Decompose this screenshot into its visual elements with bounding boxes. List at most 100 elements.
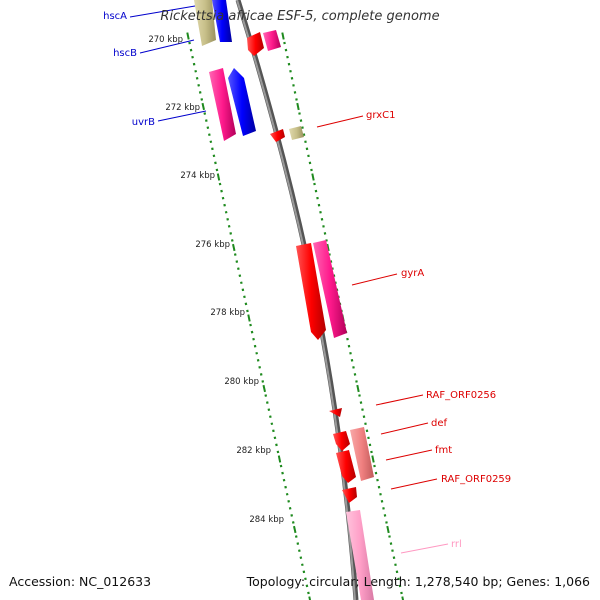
major-tick xyxy=(401,596,405,600)
gene-label-grxC1: grxC1 xyxy=(366,110,395,121)
minor-tick xyxy=(261,380,265,383)
kbp-label: 270 kbp xyxy=(148,35,183,45)
gene-gyrA-arrow[interactable] xyxy=(296,240,347,340)
minor-tick xyxy=(227,225,231,228)
gene-RAF_ORF0259-arrow[interactable] xyxy=(342,487,357,503)
minor-tick xyxy=(291,521,295,524)
minor-tick xyxy=(226,217,229,221)
minor-tick xyxy=(221,196,225,200)
major-tick xyxy=(386,525,390,534)
minor-tick xyxy=(233,253,237,256)
minor-tick xyxy=(304,577,307,581)
major-tick xyxy=(201,102,205,111)
gene-uvrB-arrow[interactable] xyxy=(209,68,256,141)
gene-label-fmt: fmt xyxy=(435,445,452,456)
topology-text: Topology: circular; Length: 1,278,540 bp… xyxy=(246,574,590,589)
minor-tick xyxy=(294,535,298,538)
kbp-label: 278 kbp xyxy=(210,308,245,318)
left-gene-labels: hscA hscB uvrB xyxy=(103,11,155,128)
minor-tick xyxy=(195,76,199,80)
inner-tick-track xyxy=(186,32,312,600)
major-tick xyxy=(247,314,251,322)
gene-label-gyrA: gyrA xyxy=(401,268,424,279)
minor-tick xyxy=(252,337,255,341)
gene-fmt-arrow[interactable] xyxy=(336,427,374,483)
minor-tick xyxy=(243,295,246,299)
major-tick xyxy=(311,173,315,181)
gene-label-uvrB: uvrB xyxy=(132,117,155,128)
kbp-label: 274 kbp xyxy=(180,171,215,181)
map-title: Rickettsia africae ESF-5, complete genom… xyxy=(160,9,440,24)
minor-tick xyxy=(209,140,213,144)
minor-tick xyxy=(287,499,290,503)
major-tick xyxy=(326,243,330,252)
gene-label-hscB: hscB xyxy=(113,48,137,59)
kbp-label: 280 kbp xyxy=(224,377,259,387)
gene-def-arrow[interactable] xyxy=(333,431,350,451)
kbp-label: 284 kbp xyxy=(249,515,284,525)
minor-tick xyxy=(208,133,211,137)
minor-tick xyxy=(212,154,216,158)
minor-tick xyxy=(301,563,304,567)
minor-tick xyxy=(264,394,268,397)
minor-tick xyxy=(188,41,191,45)
minor-tick xyxy=(282,478,286,482)
major-tick xyxy=(296,102,300,111)
minor-tick xyxy=(249,323,252,327)
minor-tick xyxy=(256,358,260,362)
minor-tick xyxy=(270,422,274,426)
gene-hscA-block[interactable] xyxy=(194,0,232,46)
minor-tick xyxy=(203,112,207,115)
minor-tick xyxy=(240,281,243,285)
minor-tick xyxy=(273,436,277,440)
right-gene-labels: grxC1 gyrA RAF_ORF0256 def fmt RAF_ORF02… xyxy=(366,110,511,550)
gene-RAF_ORF0256-arrow[interactable] xyxy=(329,408,342,417)
minor-tick xyxy=(267,408,271,411)
minor-tick xyxy=(224,210,228,214)
minor-tick xyxy=(189,48,193,52)
major-tick xyxy=(262,384,266,393)
gene-label-def: def xyxy=(431,418,448,429)
minor-tick xyxy=(299,556,303,560)
minor-tick xyxy=(246,309,249,313)
gene-grxC1-arrow[interactable] xyxy=(270,126,304,142)
minor-tick xyxy=(305,584,309,588)
gene-hscB-arrow[interactable] xyxy=(247,30,281,56)
minor-tick xyxy=(237,267,240,270)
minor-tick xyxy=(285,492,289,496)
minor-tick xyxy=(269,415,272,419)
minor-tick xyxy=(288,507,292,510)
minor-tick xyxy=(220,189,223,193)
minor-tick xyxy=(279,464,283,468)
gene-label-RAF_ORF0256: RAF_ORF0256 xyxy=(426,390,496,401)
minor-tick xyxy=(250,330,254,334)
minor-tick xyxy=(218,182,222,186)
major-tick xyxy=(186,32,190,40)
minor-tick xyxy=(200,98,204,101)
kbp-label: 282 kbp xyxy=(236,446,271,456)
gene-rrl-arrow[interactable] xyxy=(346,510,374,600)
major-tick xyxy=(293,525,297,534)
gene-label-rrl: rrl xyxy=(451,539,462,550)
minor-tick xyxy=(258,366,261,369)
minor-tick xyxy=(206,126,210,129)
minor-tick xyxy=(214,161,217,165)
minor-tick xyxy=(191,55,194,59)
major-tick xyxy=(308,596,312,600)
accession-text: Accession: NC_012633 xyxy=(9,574,152,589)
minor-tick xyxy=(244,302,248,306)
minor-tick xyxy=(194,69,197,73)
minor-tick xyxy=(255,351,258,355)
major-tick xyxy=(356,384,360,393)
major-tick xyxy=(232,243,236,252)
kbp-label: 276 kbp xyxy=(195,240,230,250)
major-tick xyxy=(371,455,375,463)
major-tick xyxy=(277,455,282,463)
minor-tick xyxy=(238,274,242,278)
rrl-leader-line xyxy=(400,543,449,554)
gene-label-hscA: hscA xyxy=(103,11,127,22)
major-tick xyxy=(281,32,285,40)
right-leader-lines xyxy=(316,115,438,490)
left-leader-lines xyxy=(129,5,207,122)
